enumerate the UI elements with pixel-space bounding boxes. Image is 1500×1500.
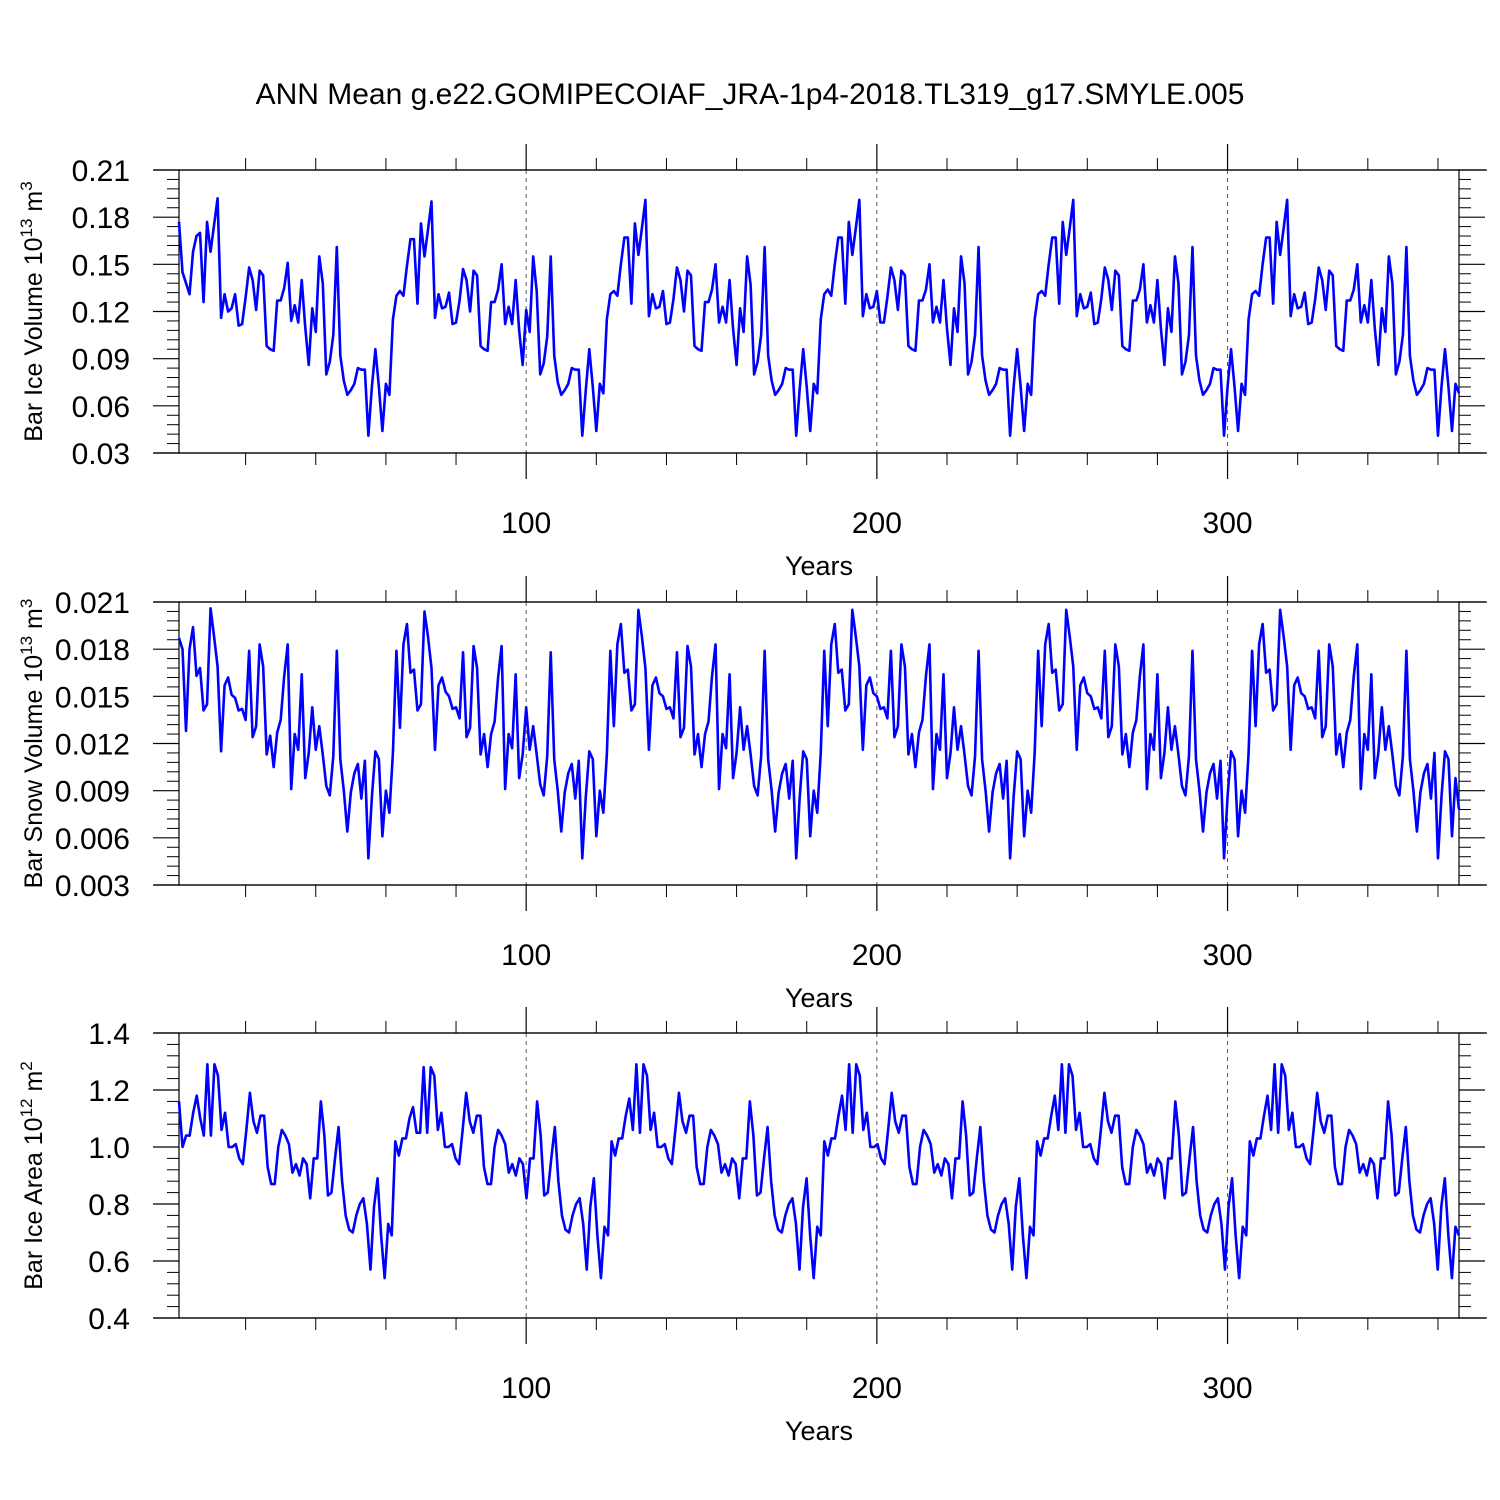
y-tick-label: 0.012 — [55, 729, 130, 762]
data-line — [177, 606, 1461, 860]
y-tick-label: 0.006 — [55, 823, 130, 856]
x-tick-label: 300 — [1203, 1372, 1253, 1405]
x-tick-label: 100 — [501, 507, 551, 540]
y-tick-label: 0.015 — [55, 681, 130, 714]
y-tick-label: 0.018 — [55, 634, 130, 667]
figure-title: ANN Mean g.e22.GOMIPECOIAF_JRA-1p4-2018.… — [255, 78, 1245, 111]
x-tick-label: 200 — [852, 939, 902, 972]
chart-panel-3: 100 200 300 0.4 0.6 0.8 1.0 1.2 1.4 Years Bar Ice … — [17, 1007, 1487, 1446]
x-tick-label: 100 — [501, 1372, 551, 1405]
data-line — [177, 1063, 1461, 1280]
y-tick-label: 0.021 — [55, 587, 130, 620]
y-axis-label: Bar Ice Volume 1013 m3 — [17, 181, 48, 441]
x-axis-label: Years — [785, 1416, 853, 1446]
x-axis-label: Years — [785, 551, 853, 581]
y-tick-label: 0.09 — [72, 344, 130, 377]
y-tick-label: 0.12 — [72, 297, 130, 330]
y-tick-label: 0.003 — [55, 870, 130, 903]
x-tick-label: 200 — [852, 507, 902, 540]
y-tick-label: 0.6 — [88, 1246, 130, 1279]
x-tick-label: 100 — [501, 939, 551, 972]
chart-panel-2: 100 200 300 0.003 0.006 0.009 0.012 0.015 0.018 0… — [17, 576, 1487, 1013]
plot-frame — [178, 601, 1460, 886]
y-tick-label: 0.8 — [88, 1189, 130, 1222]
y-tick-label: 1.4 — [88, 1018, 130, 1051]
y-tick-label: 0.15 — [72, 249, 130, 282]
y-tick-label: 1.2 — [88, 1075, 130, 1108]
x-tick-label: 300 — [1203, 507, 1253, 540]
y-tick-label: 0.06 — [72, 391, 130, 424]
y-tick-label: 1.0 — [88, 1132, 130, 1165]
plot-frame — [178, 1032, 1460, 1319]
chart-panel-1: 100 200 300 0.03 0.06 0.09 0.12 0.15 0.18 0.21 Yea… — [17, 144, 1487, 581]
y-tick-label: 0.009 — [55, 776, 130, 809]
data-line — [177, 197, 1461, 438]
y-tick-label: 0.18 — [72, 202, 130, 235]
y-axis-label: Bar Snow Volume 1013 m3 — [17, 599, 48, 889]
y-axis-label: Bar Ice Area 1012 m2 — [17, 1061, 48, 1290]
x-tick-label: 300 — [1203, 939, 1253, 972]
x-tick-label: 200 — [852, 1372, 902, 1405]
x-axis-label: Years — [785, 983, 853, 1013]
y-tick-label: 0.03 — [72, 438, 130, 471]
y-tick-label: 0.4 — [88, 1303, 130, 1336]
y-tick-label: 0.21 — [72, 155, 130, 188]
